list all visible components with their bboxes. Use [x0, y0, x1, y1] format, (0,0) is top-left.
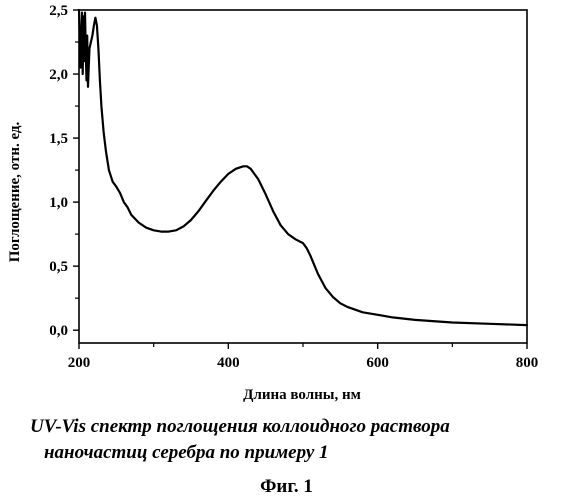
x-axis-label: Длина волны, нм	[243, 387, 361, 403]
y-tick-label: 2,0	[49, 67, 68, 83]
x-tick-label: 200	[68, 355, 91, 371]
y-axis-label: Поглощение, отн. ед.	[7, 122, 23, 263]
axes-frame	[79, 10, 527, 343]
spectrum-series-line	[79, 10, 527, 325]
absorption-spectrum-chart: 200 400 600 800 0,0 0,5 1,0 1,5 2,0 2,5 Длина вол…	[0, 0, 573, 405]
series-layer	[79, 10, 527, 325]
figure-number-label: Фиг. 1	[0, 476, 573, 498]
x-tick-label: 400	[217, 355, 240, 371]
axis-ticks: 200 400 600 800 0,0 0,5 1,0 1,5 2,0 2,5	[49, 3, 538, 371]
x-tick-label: 800	[516, 355, 539, 371]
y-tick-label: 1,0	[49, 195, 68, 211]
y-tick-label: 0,0	[49, 323, 68, 339]
y-tick-label: 2,5	[49, 3, 68, 19]
y-tick-label: 1,5	[49, 131, 68, 147]
y-tick-label: 0,5	[49, 259, 68, 275]
plot-frame	[79, 10, 527, 343]
caption-line: UV-Vis спектр поглощения коллоидного рас…	[30, 416, 450, 438]
x-tick-label: 600	[366, 355, 389, 371]
caption-line: наночастиц серебра по примеру 1	[44, 442, 329, 464]
